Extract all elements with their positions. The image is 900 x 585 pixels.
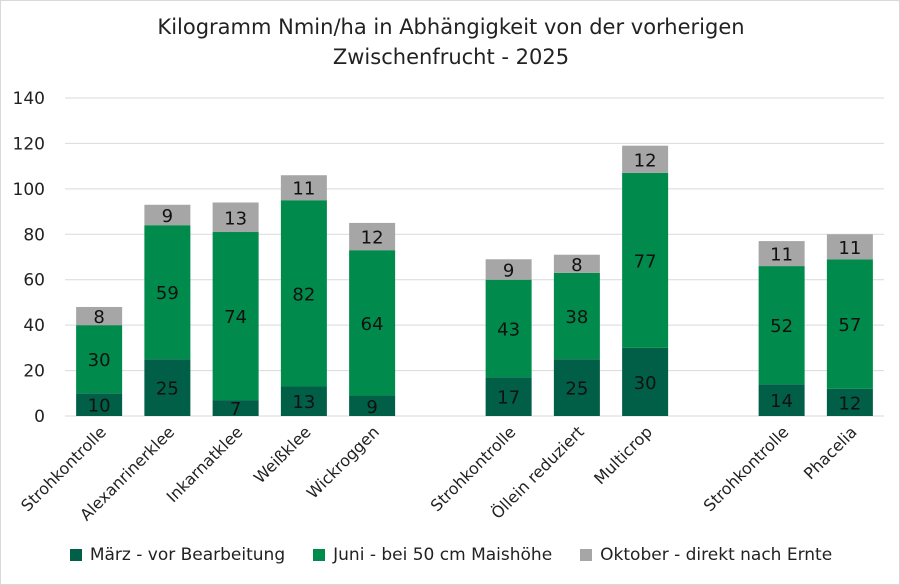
legend-swatch bbox=[313, 549, 326, 561]
x-tick-label: Wickroggen bbox=[303, 422, 383, 502]
data-label: 12 bbox=[361, 228, 384, 249]
data-label: 13 bbox=[224, 208, 247, 229]
y-tick-label: 140 bbox=[13, 89, 45, 109]
y-tick-label: 100 bbox=[13, 180, 45, 200]
y-tick-label: 80 bbox=[23, 225, 45, 245]
data-label: 7 bbox=[230, 399, 241, 420]
bar-segment bbox=[553, 254, 600, 273]
bar-segment bbox=[212, 400, 259, 416]
bar-segment bbox=[144, 359, 191, 416]
data-label: 64 bbox=[361, 314, 384, 335]
bar-segment bbox=[553, 359, 600, 416]
bar-segment bbox=[622, 145, 669, 173]
data-label: 8 bbox=[571, 255, 582, 276]
bar-segment bbox=[553, 272, 600, 360]
data-label: 74 bbox=[224, 307, 247, 328]
bar-segment bbox=[349, 395, 396, 416]
x-tick-label: Phacelia bbox=[800, 422, 861, 483]
data-label: 57 bbox=[838, 315, 861, 336]
data-label: 17 bbox=[497, 388, 520, 409]
plot-area: 0 20 40 60 80 100 120 140 10 30 8 Strohkontrolle 25 5… bbox=[13, 89, 884, 524]
legend-swatch bbox=[69, 549, 82, 561]
bar-segment bbox=[212, 202, 259, 233]
bar-segment bbox=[144, 225, 191, 360]
legend-label: Juni - bei 50 cm Maishöhe bbox=[333, 545, 553, 565]
bar-segment bbox=[758, 241, 805, 267]
data-label: 30 bbox=[88, 350, 111, 371]
bar-segment bbox=[349, 250, 396, 396]
bar-segment bbox=[280, 175, 327, 201]
bar-segment bbox=[280, 200, 327, 387]
bar-segment bbox=[758, 384, 805, 416]
bar-segment bbox=[826, 259, 873, 389]
data-label: 30 bbox=[634, 373, 657, 394]
data-label: 59 bbox=[156, 283, 179, 304]
bar-segment bbox=[826, 388, 873, 416]
data-label: 77 bbox=[634, 251, 657, 272]
x-tick-label: Weißklee bbox=[250, 422, 315, 487]
data-label: 13 bbox=[292, 392, 315, 413]
data-label: 11 bbox=[770, 245, 793, 266]
legend-item: Oktober - direkt nach Ernte bbox=[580, 545, 832, 565]
bar-segment bbox=[485, 377, 532, 416]
y-tick-label: 0 bbox=[34, 407, 45, 427]
bar-segment bbox=[76, 393, 123, 416]
legend-item: Juni - bei 50 cm Maishöhe bbox=[313, 545, 552, 565]
data-label: 43 bbox=[497, 320, 520, 341]
data-label: 10 bbox=[88, 396, 111, 417]
bar-segment bbox=[485, 279, 532, 378]
data-label: 25 bbox=[565, 379, 588, 400]
bar-segment bbox=[485, 259, 532, 280]
bar-segment bbox=[826, 234, 873, 260]
data-label: 9 bbox=[503, 260, 514, 281]
legend: März - vor Bearbeitung Juni - bei 50 cm M… bbox=[1, 545, 900, 565]
data-label: 52 bbox=[770, 316, 793, 337]
data-label: 9 bbox=[162, 206, 173, 227]
bar-segment bbox=[349, 222, 396, 251]
data-label: 38 bbox=[565, 307, 588, 328]
bar-segment bbox=[76, 306, 123, 326]
data-label: 12 bbox=[634, 150, 657, 171]
data-label: 11 bbox=[292, 179, 315, 200]
y-tick-label: 40 bbox=[23, 316, 45, 336]
y-tick-label: 120 bbox=[13, 134, 45, 154]
legend-label: März - vor Bearbeitung bbox=[89, 545, 286, 565]
legend-swatch bbox=[580, 549, 593, 561]
data-label: 8 bbox=[93, 307, 104, 328]
bar-segment bbox=[144, 204, 191, 226]
y-tick-label: 60 bbox=[23, 271, 45, 291]
y-tick-label: 20 bbox=[23, 362, 45, 382]
bar-segment bbox=[622, 172, 669, 348]
data-label: 9 bbox=[366, 397, 377, 418]
data-label: 25 bbox=[156, 379, 179, 400]
bar-segment bbox=[76, 325, 123, 394]
data-label: 14 bbox=[770, 391, 793, 412]
bar-segment bbox=[212, 232, 259, 401]
legend-item: März - vor Bearbeitung bbox=[69, 545, 286, 565]
bar-segment bbox=[280, 386, 327, 416]
data-label: 12 bbox=[838, 393, 861, 414]
chart-title-line-1: Kilogramm Nmin/ha in Abhängigkeit von de… bbox=[157, 15, 745, 39]
x-tick-label: Strohkontrolle bbox=[700, 422, 793, 515]
bar-segment bbox=[622, 347, 669, 416]
bar-segment bbox=[758, 266, 805, 385]
data-label: 82 bbox=[292, 284, 315, 305]
x-tick-label: Multicrop bbox=[590, 422, 656, 488]
chart-title-line-2: Zwischenfrucht - 2025 bbox=[332, 45, 570, 69]
data-label: 11 bbox=[838, 238, 861, 259]
legend-label: Oktober - direkt nach Ernte bbox=[600, 545, 833, 565]
